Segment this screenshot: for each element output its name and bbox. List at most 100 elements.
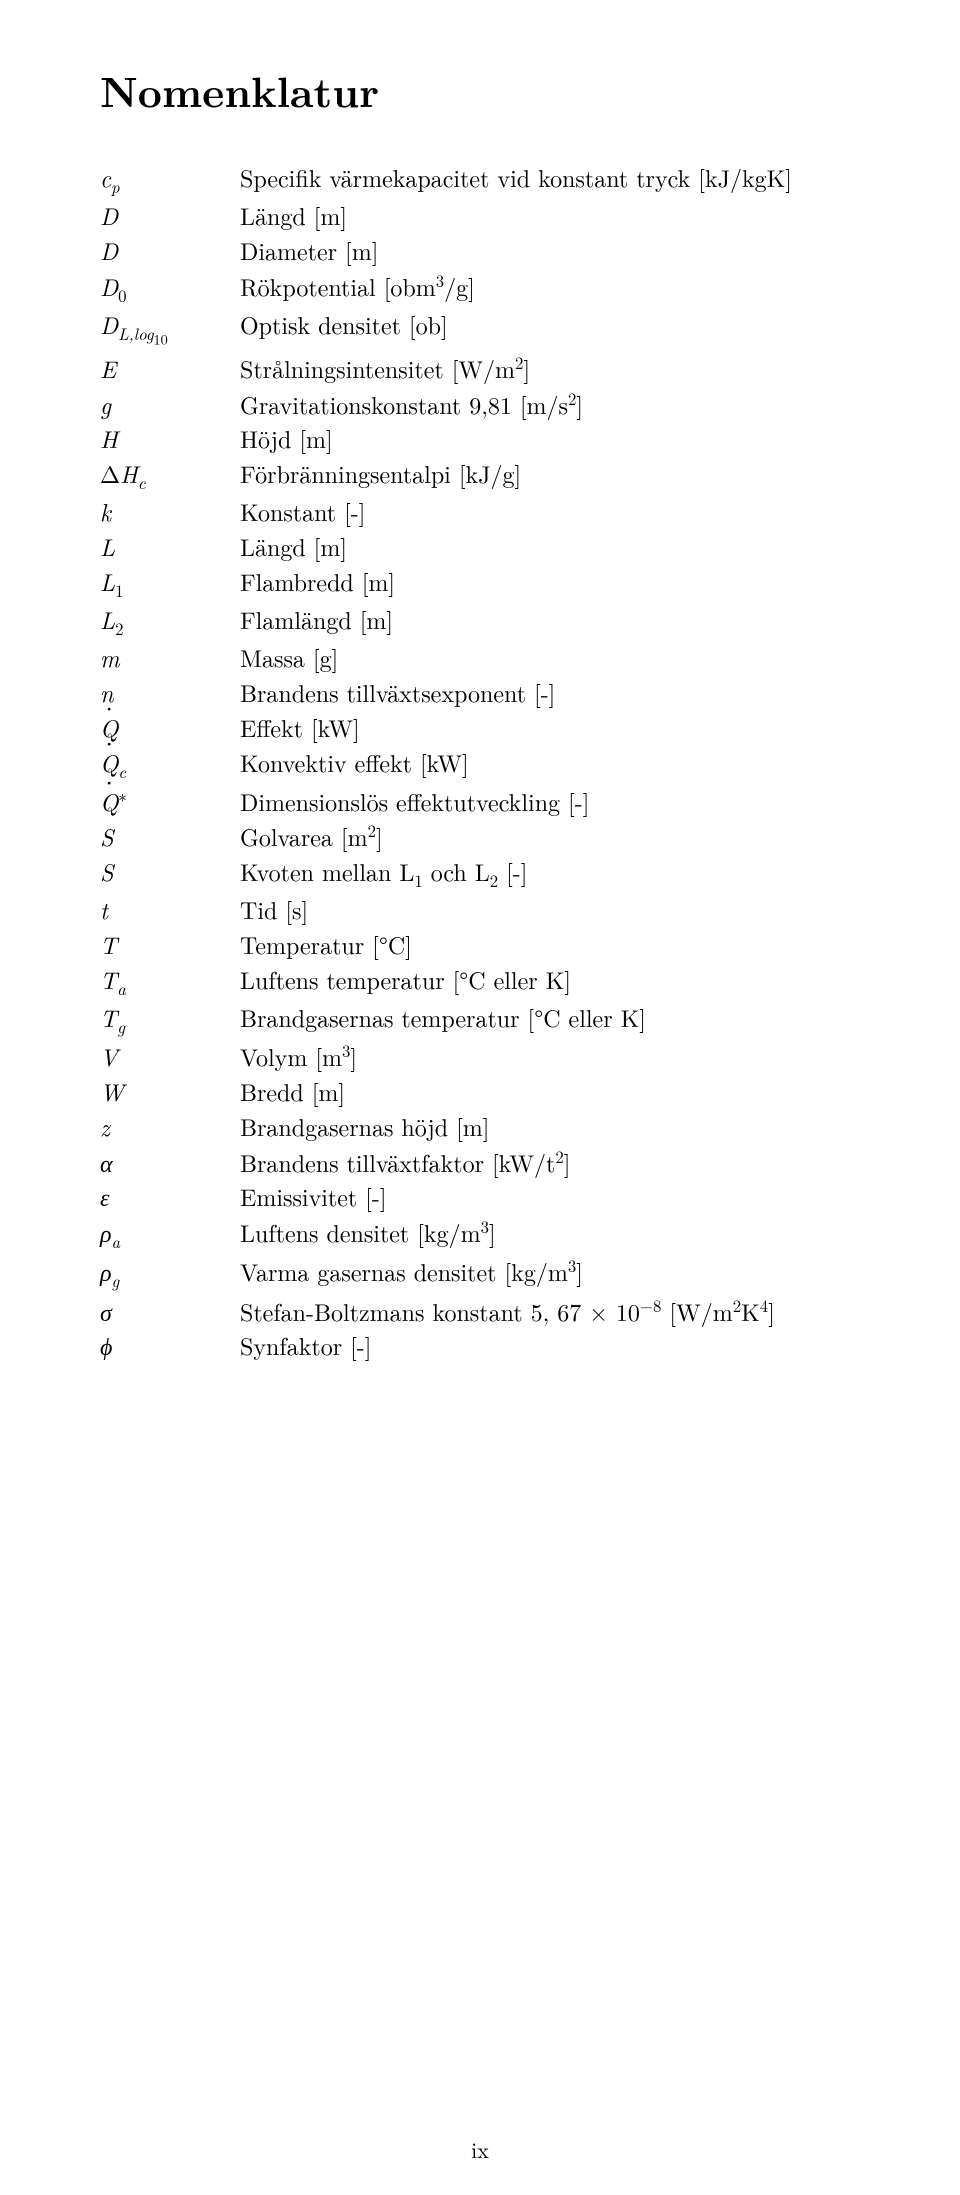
table-row: WBredd [m]: [100, 1074, 860, 1109]
description-cell: Luftens densitet [kg/m3]: [240, 1214, 860, 1253]
symbol-cell: ε: [100, 1179, 240, 1214]
description-cell: Bredd [m]: [240, 1074, 860, 1109]
description-cell: Emissivitet [-]: [240, 1179, 860, 1214]
page: Nomenklatur cpSpecifik värmekapacitet vi…: [0, 0, 960, 2195]
description-cell: Strålningsintensitet [W/m2]: [240, 350, 860, 386]
description-cell: Kvoten mellan L1 och L2 [-]: [240, 854, 860, 892]
nomenclature-table: cpSpecifik värmekapacitet vid konstant t…: [100, 160, 860, 1363]
description-cell: Varma gasernas densitet [kg/m3]: [240, 1253, 860, 1292]
table-row: VVolym [m3]: [100, 1038, 860, 1074]
symbol-cell: k: [100, 494, 240, 529]
table-row: L2Flamlängd [m]: [100, 602, 860, 640]
table-row: QcKonvektiv effekt [kW]: [100, 745, 860, 783]
page-number: ix: [471, 2134, 489, 2165]
description-cell: Brandens tillväxtfaktor [kW/t2]: [240, 1144, 860, 1180]
symbol-cell: α: [100, 1144, 240, 1180]
description-cell: Dimensionslös effektutveckling [-]: [240, 783, 860, 819]
table-row: HHöjd [m]: [100, 421, 860, 456]
table-row: kKonstant [-]: [100, 494, 860, 529]
symbol-cell: Ta: [100, 962, 240, 1000]
symbol-cell: Q∗: [100, 783, 240, 819]
symbol-cell: T: [100, 927, 240, 962]
table-row: ρgVarma gasernas densitet [kg/m3]: [100, 1253, 860, 1292]
description-cell: Rökpotential [obm3/g]: [240, 268, 860, 307]
table-row: mMassa [g]: [100, 640, 860, 675]
table-row: DDiameter [m]: [100, 233, 860, 268]
symbol-cell: ρa: [100, 1214, 240, 1253]
description-cell: Konstant [-]: [240, 494, 860, 529]
symbol-cell: cp: [100, 160, 240, 198]
description-cell: Temperatur [°C]: [240, 927, 860, 962]
table-row: LLängd [m]: [100, 529, 860, 564]
symbol-cell: z: [100, 1109, 240, 1144]
symbol-cell: W: [100, 1074, 240, 1109]
description-cell: Brandgasernas temperatur [°C eller K]: [240, 1000, 860, 1038]
description-cell: Tid [s]: [240, 892, 860, 927]
table-row: Q∗Dimensionslös effektutveckling [-]: [100, 783, 860, 819]
description-cell: Stefan-Boltzmans konstant 5, 67 × 10−8 […: [240, 1293, 860, 1329]
table-row: zBrandgasernas höjd [m]: [100, 1109, 860, 1144]
description-cell: Längd [m]: [240, 198, 860, 233]
description-cell: Luftens temperatur [°C eller K]: [240, 962, 860, 1000]
symbol-cell: σ: [100, 1293, 240, 1329]
symbol-cell: ϕ: [100, 1328, 240, 1363]
table-row: nBrandens tillväxtsexponent [-]: [100, 675, 860, 710]
description-cell: Flambredd [m]: [240, 564, 860, 602]
page-title: Nomenklatur: [100, 60, 860, 120]
table-row: tTid [s]: [100, 892, 860, 927]
description-cell: Massa [g]: [240, 640, 860, 675]
symbol-cell: Q: [100, 710, 240, 745]
symbol-cell: V: [100, 1038, 240, 1074]
table-row: TTemperatur [°C]: [100, 927, 860, 962]
description-cell: Specifik värmekapacitet vid konstant try…: [240, 160, 860, 198]
description-cell: Konvektiv effekt [kW]: [240, 745, 860, 783]
table-row: gGravitationskonstant 9,81 [m/s2]: [100, 386, 860, 422]
description-cell: Synfaktor [-]: [240, 1328, 860, 1363]
table-row: TaLuftens temperatur [°C eller K]: [100, 962, 860, 1000]
description-cell: Effekt [kW]: [240, 710, 860, 745]
symbol-cell: Tg: [100, 1000, 240, 1038]
table-row: σStefan-Boltzmans konstant 5, 67 × 10−8 …: [100, 1293, 860, 1329]
table-row: DLängd [m]: [100, 198, 860, 233]
symbol-cell: ΔHc: [100, 456, 240, 494]
table-row: QEffekt [kW]: [100, 710, 860, 745]
table-row: ϕSynfaktor [-]: [100, 1328, 860, 1363]
description-cell: Volym [m3]: [240, 1038, 860, 1074]
symbol-cell: n: [100, 675, 240, 710]
table-row: ρaLuftens densitet [kg/m3]: [100, 1214, 860, 1253]
table-row: cpSpecifik värmekapacitet vid konstant t…: [100, 160, 860, 198]
table-row: EStrålningsintensitet [W/m2]: [100, 350, 860, 386]
description-cell: Gravitationskonstant 9,81 [m/s2]: [240, 386, 860, 422]
symbol-cell: S: [100, 818, 240, 854]
table-row: L1Flambredd [m]: [100, 564, 860, 602]
table-row: ΔHcFörbränningsentalpi [kJ/g]: [100, 456, 860, 494]
table-row: εEmissivitet [-]: [100, 1179, 860, 1214]
symbol-cell: S: [100, 854, 240, 892]
symbol-cell: L2: [100, 602, 240, 640]
symbol-cell: L1: [100, 564, 240, 602]
description-cell: Golvarea [m2]: [240, 818, 860, 854]
symbol-cell: Qc: [100, 745, 240, 783]
symbol-cell: E: [100, 350, 240, 386]
table-row: TgBrandgasernas temperatur [°C eller K]: [100, 1000, 860, 1038]
symbol-cell: t: [100, 892, 240, 927]
table-row: DL,log10Optisk densitet [ob]: [100, 307, 860, 350]
description-cell: Optisk densitet [ob]: [240, 307, 860, 350]
table-row: SKvoten mellan L1 och L2 [-]: [100, 854, 860, 892]
description-cell: Diameter [m]: [240, 233, 860, 268]
description-cell: Längd [m]: [240, 529, 860, 564]
table-row: SGolvarea [m2]: [100, 818, 860, 854]
description-cell: Brandgasernas höjd [m]: [240, 1109, 860, 1144]
table-row: D0Rökpotential [obm3/g]: [100, 268, 860, 307]
description-cell: Förbränningsentalpi [kJ/g]: [240, 456, 860, 494]
symbol-cell: D0: [100, 268, 240, 307]
description-cell: Flamlängd [m]: [240, 602, 860, 640]
description-cell: Höjd [m]: [240, 421, 860, 456]
symbol-cell: m: [100, 640, 240, 675]
symbol-cell: D: [100, 233, 240, 268]
symbol-cell: DL,log10: [100, 307, 240, 350]
symbol-cell: H: [100, 421, 240, 456]
symbol-cell: g: [100, 386, 240, 422]
symbol-cell: ρg: [100, 1253, 240, 1292]
symbol-cell: D: [100, 198, 240, 233]
